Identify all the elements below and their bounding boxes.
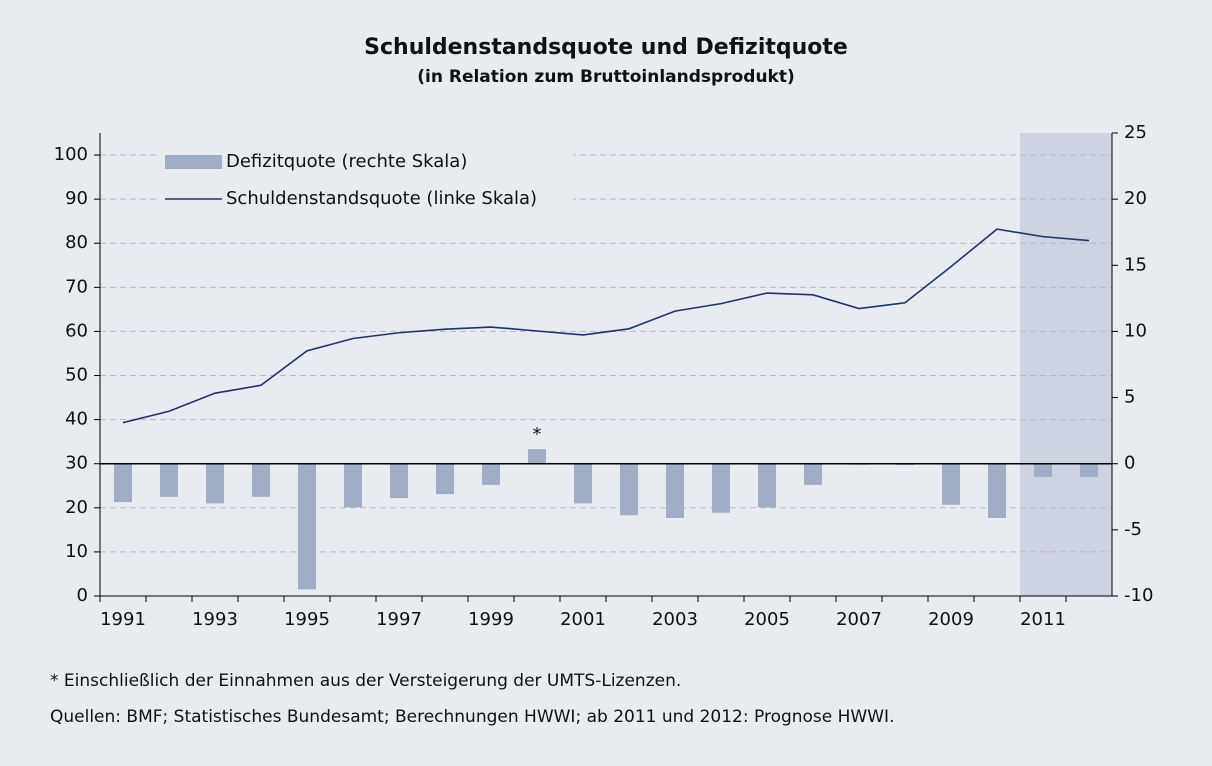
y-tick-label: 90 — [65, 188, 88, 209]
x-tick-label: 2007 — [836, 609, 882, 630]
y-tick-label: 80 — [65, 232, 88, 253]
y-tick-label: 30 — [65, 453, 88, 474]
legend-bg — [158, 145, 573, 217]
y-tick-label: 60 — [65, 320, 88, 341]
y2-tick-label: 10 — [1124, 320, 1147, 341]
y2-tick-label: -10 — [1124, 585, 1153, 606]
bar — [758, 463, 776, 508]
x-tick-label: 2005 — [744, 609, 790, 630]
x-tick-label: 1993 — [192, 609, 238, 630]
x-tick-label: 1995 — [284, 609, 330, 630]
bar — [666, 463, 684, 518]
bar — [1080, 463, 1098, 477]
y2-tick-label: 5 — [1124, 387, 1135, 408]
y-tick-label: 10 — [65, 541, 88, 562]
bar — [528, 449, 546, 464]
bar — [436, 463, 454, 495]
footnote: * Einschließlich der Einnahmen aus der V… — [50, 671, 681, 691]
y-tick-label: 70 — [65, 276, 88, 297]
bar — [574, 463, 592, 504]
bar — [344, 463, 362, 508]
y2-tick-label: 20 — [1124, 188, 1147, 209]
y2-tick-label: 25 — [1124, 122, 1147, 143]
y2-tick-label: -5 — [1124, 519, 1142, 540]
x-tick-label: 1999 — [468, 609, 514, 630]
y2-tick-label: 0 — [1124, 453, 1135, 474]
bar — [206, 463, 224, 504]
legend-label: Schuldenstandsquote (linke Skala) — [226, 188, 537, 209]
bar — [252, 463, 270, 497]
bar — [620, 463, 638, 516]
bar — [160, 463, 178, 497]
y2-tick-label: 15 — [1124, 254, 1147, 275]
y-tick-label: 0 — [77, 585, 88, 606]
bar — [298, 463, 316, 590]
y-tick-label: 20 — [65, 497, 88, 518]
line — [122, 228, 1090, 424]
x-tick-label: 1991 — [100, 609, 146, 630]
bar — [390, 463, 408, 499]
chart-title: Schuldenstandsquote und Defizitquote — [364, 35, 848, 60]
bar — [942, 463, 960, 505]
x-tick-label: 1997 — [376, 609, 422, 630]
annotation: * — [533, 424, 542, 445]
bar — [804, 463, 822, 485]
legend-label: Defizitquote (rechte Skala) — [226, 151, 467, 172]
x-tick-label: 2009 — [928, 609, 974, 630]
chart-subtitle: (in Relation zum Bruttoinlandsprodukt) — [417, 67, 795, 87]
y-tick-label: 40 — [65, 409, 88, 430]
x-tick-label: 2011 — [1020, 609, 1066, 630]
bar — [988, 463, 1006, 518]
y-tick-label: 50 — [65, 365, 88, 386]
source: Quellen: BMF; Statistisches Bundesamt; B… — [50, 707, 894, 727]
forecast-shade — [1020, 133, 1112, 596]
y-tick-label: 100 — [54, 144, 88, 165]
x-tick-label: 2003 — [652, 609, 698, 630]
x-tick-label: 2001 — [560, 609, 606, 630]
bar — [712, 463, 730, 513]
bar — [1034, 463, 1052, 477]
bar — [114, 463, 132, 503]
bar — [482, 463, 500, 485]
legend-swatch — [165, 155, 222, 169]
